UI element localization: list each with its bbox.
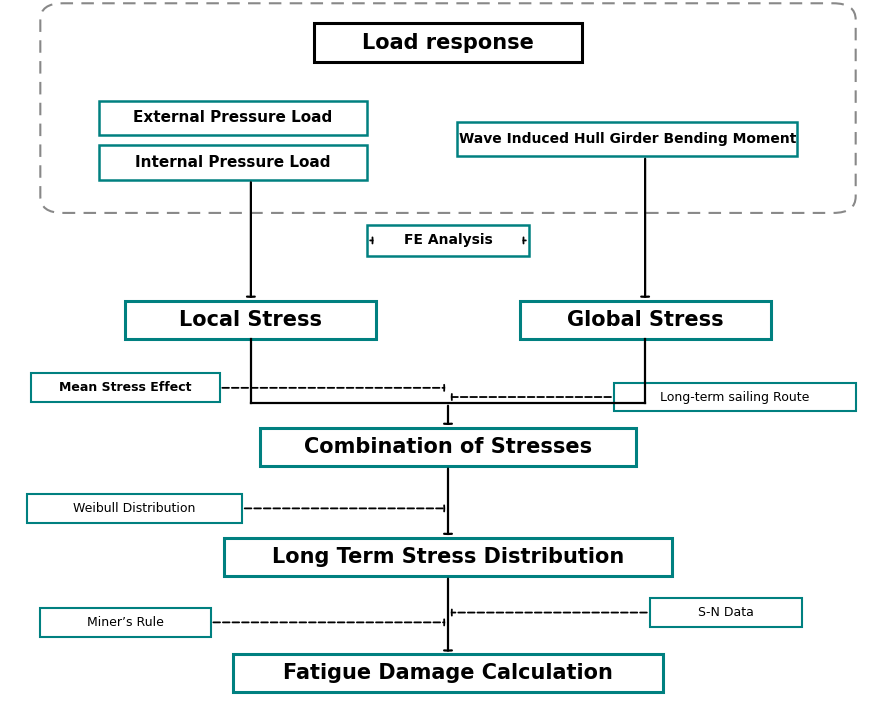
FancyBboxPatch shape <box>457 122 797 156</box>
FancyBboxPatch shape <box>31 374 220 402</box>
Text: S-N Data: S-N Data <box>698 606 754 619</box>
Text: Miner’s Rule: Miner’s Rule <box>87 616 164 629</box>
Text: Long Term Stress Distribution: Long Term Stress Distribution <box>271 547 625 567</box>
FancyBboxPatch shape <box>40 608 211 637</box>
Text: Combination of Stresses: Combination of Stresses <box>304 437 592 457</box>
FancyBboxPatch shape <box>614 383 856 411</box>
Text: Mean Stress Effect: Mean Stress Effect <box>59 381 192 395</box>
FancyBboxPatch shape <box>650 598 802 627</box>
Text: Global Stress: Global Stress <box>567 310 723 329</box>
FancyBboxPatch shape <box>99 101 367 135</box>
Text: Local Stress: Local Stress <box>179 310 323 329</box>
Text: Load response: Load response <box>362 32 534 53</box>
FancyBboxPatch shape <box>233 655 663 693</box>
FancyBboxPatch shape <box>367 225 529 255</box>
FancyBboxPatch shape <box>125 301 376 339</box>
Text: Long-term sailing Route: Long-term sailing Route <box>660 390 809 404</box>
Text: Internal Pressure Load: Internal Pressure Load <box>135 155 331 170</box>
Text: FE Analysis: FE Analysis <box>403 233 493 247</box>
Text: External Pressure Load: External Pressure Load <box>134 111 332 125</box>
FancyBboxPatch shape <box>260 428 636 465</box>
FancyBboxPatch shape <box>99 145 367 179</box>
FancyBboxPatch shape <box>520 301 771 339</box>
Text: Weibull Distribution: Weibull Distribution <box>73 502 195 515</box>
FancyBboxPatch shape <box>27 494 242 523</box>
Text: Wave Induced Hull Girder Bending Moment: Wave Induced Hull Girder Bending Moment <box>459 132 796 146</box>
FancyBboxPatch shape <box>314 23 582 62</box>
FancyBboxPatch shape <box>224 538 672 576</box>
Text: Fatigue Damage Calculation: Fatigue Damage Calculation <box>283 663 613 683</box>
